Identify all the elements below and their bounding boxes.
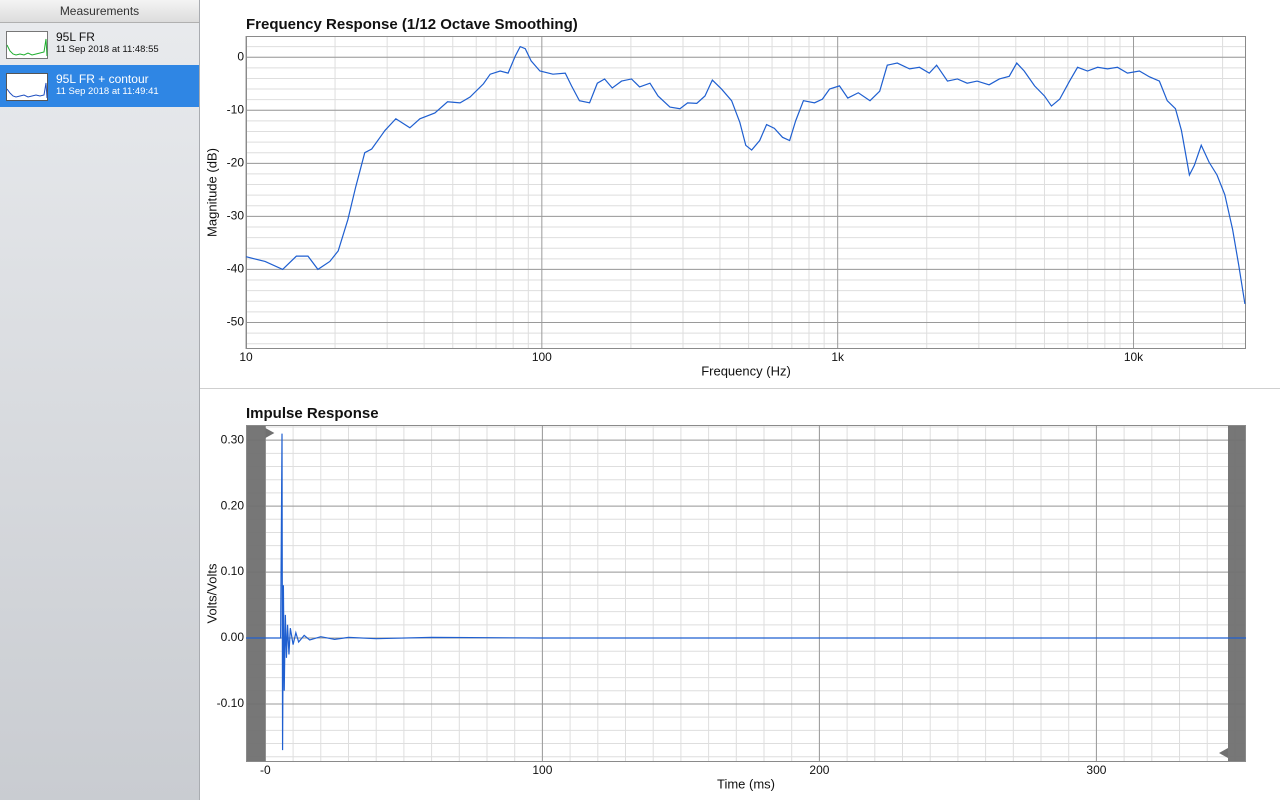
y-tick-label: 0 [237,49,244,63]
x-tick-label: 300 [1086,763,1106,777]
data-line [246,433,1246,751]
y-tick-label: -50 [227,315,245,329]
y-tick-label: -10 [227,102,245,116]
item-date: 11 Sep 2018 at 11:48:55 [56,44,159,55]
y-axis-label: Magnitude (dB) [204,148,219,237]
sidebar-title: Measurements [0,0,199,23]
plot-frame [246,425,1246,762]
thumbnail [6,73,48,101]
y-tick-label: -30 [227,209,245,223]
x-tick-label: 10k [1124,350,1144,364]
x-tick-label: 10 [239,350,253,364]
plot-frame [246,36,1246,349]
y-tick-label: 0.00 [221,630,245,644]
thumbnail [6,31,48,59]
chart-title: Impulse Response [246,405,379,422]
y-tick-label: -20 [227,155,245,169]
x-tick-label: 100 [532,763,552,777]
item-name: 95L FR + contour [56,72,149,86]
y-tick-label: -40 [227,262,245,276]
y-tick-label: 0.10 [221,564,245,578]
measurement-item[interactable]: 95L FR 11 Sep 2018 at 11:48:55 [0,23,199,65]
window-marker [1219,748,1228,758]
y-tick-label: 0.20 [221,498,245,512]
window-marker [265,428,275,438]
plot-background [246,36,1246,349]
window-left [246,425,266,762]
x-axis-label: Time (ms) [717,776,775,791]
y-tick-label: 0.30 [221,432,245,446]
plot-background [246,425,1246,762]
measurements-sidebar: Measurements 95L FR 11 Sep 2018 at 11:48… [0,0,200,800]
measurement-item-selected[interactable]: 95L FR + contour 11 Sep 2018 at 11:49:41 [0,65,199,107]
x-tick-label: -0 [260,763,271,777]
y-axis-label: Volts/Volts [204,563,219,623]
item-date: 11 Sep 2018 at 11:49:41 [56,86,159,97]
item-name: 95L FR [56,30,95,44]
x-tick-label: 1k [831,350,845,364]
data-line [245,45,1246,305]
chart-title: Frequency Response (1/12 Octave Smoothin… [246,16,578,33]
y-tick-label: -0.10 [217,696,245,710]
x-axis-label: Frequency (Hz) [701,363,791,378]
x-tick-label: 100 [532,350,552,364]
x-tick-label: 200 [809,763,829,777]
window-right [1228,425,1246,762]
